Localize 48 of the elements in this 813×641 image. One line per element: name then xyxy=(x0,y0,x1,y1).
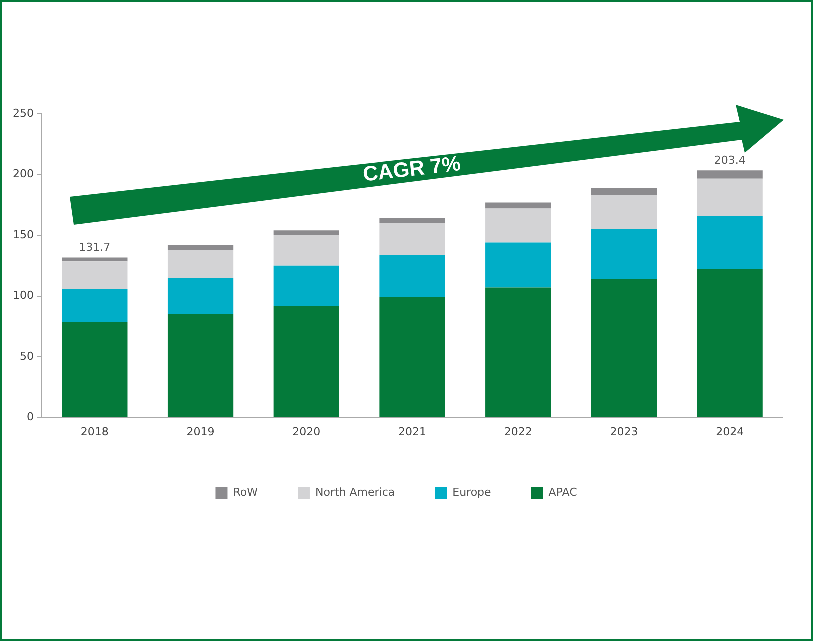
total-label: 203.4 xyxy=(714,154,746,167)
x-tick-label: 2019 xyxy=(186,425,215,438)
bar xyxy=(380,297,446,418)
bar xyxy=(274,230,340,236)
bar xyxy=(62,322,128,418)
bar xyxy=(62,262,128,290)
bar xyxy=(274,306,340,418)
bar xyxy=(274,266,340,306)
bar xyxy=(380,223,446,255)
x-tick-label: 2023 xyxy=(610,425,638,438)
bar xyxy=(62,258,128,262)
x-tick-label: 2018 xyxy=(80,425,109,438)
legend-label: Europe xyxy=(452,486,492,499)
y-tick-label: 0 xyxy=(26,410,34,424)
bar xyxy=(697,178,763,216)
bar xyxy=(591,279,658,418)
x-tick-label: 2020 xyxy=(292,425,321,438)
bar xyxy=(168,278,234,315)
bar xyxy=(486,208,552,243)
y-tick-label: 200 xyxy=(12,168,34,181)
bar xyxy=(697,170,763,179)
bar xyxy=(697,216,763,270)
bar xyxy=(168,250,234,278)
bar xyxy=(486,202,552,209)
bar xyxy=(380,254,446,298)
bar xyxy=(486,288,552,418)
bar xyxy=(486,242,552,288)
legend-label: APAC xyxy=(548,486,578,499)
bar xyxy=(697,269,763,418)
bar xyxy=(591,188,658,196)
y-tick-label: 150 xyxy=(12,228,34,242)
x-tick-label: 2024 xyxy=(716,425,744,438)
bar xyxy=(168,245,234,250)
bar xyxy=(591,195,658,230)
legend-label: North America xyxy=(315,486,396,499)
bar xyxy=(591,229,658,280)
y-tick-label: 250 xyxy=(12,106,34,120)
x-tick-label: 2022 xyxy=(504,425,532,438)
bar xyxy=(380,218,446,224)
bar xyxy=(168,314,234,418)
annotation: CAGR 7% xyxy=(360,152,463,188)
legend-label: RoW xyxy=(233,486,258,499)
y-tick-label: 50 xyxy=(20,350,34,363)
x-tick-label: 2021 xyxy=(398,425,426,438)
bar xyxy=(274,236,340,266)
total-label: 131.7 xyxy=(79,241,111,254)
y-tick-label: 100 xyxy=(12,289,34,302)
bar xyxy=(62,289,128,323)
